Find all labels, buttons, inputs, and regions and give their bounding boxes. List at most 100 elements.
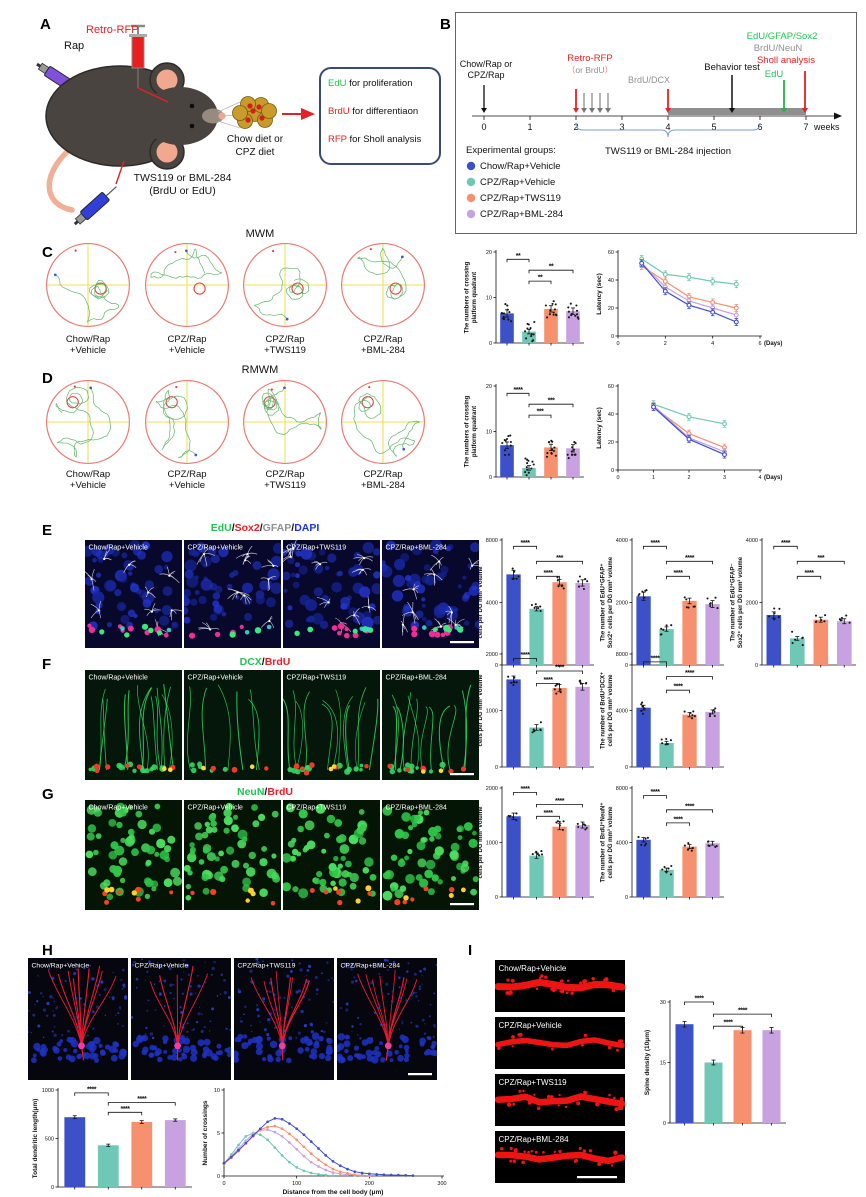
micro-image-trace-3: CPZ/Rap+BML-284 [337,958,437,1080]
svg-text:CPZ/Rap+BML-284: CPZ/Rap+BML-284 [386,805,447,812]
syringe-retro-rfp-icon [131,35,145,69]
svg-text:Chow/Rap+Vehicle: Chow/Rap+Vehicle [480,161,561,172]
panel-label-f: F [42,656,52,673]
panel-a-schematic: Rap Retro-RFP TWS119 or BML-284 (BrdU or… [20,14,445,239]
svg-text:8000: 8000 [616,652,628,658]
svg-text:Total dendritic length(μm): Total dendritic length(μm) [32,1099,39,1179]
micro-image-dcx-3: CPZ/Rap+BML-284 [382,670,479,780]
panel-label-h: H [42,942,53,959]
mouse-ear [156,69,178,91]
svg-text:20: 20 [608,440,614,446]
svg-text:30: 30 [660,1000,666,1006]
svg-text:**: ** [549,264,554,271]
svg-text:Behavior test: Behavior test [704,62,760,73]
micro-image-neun-0: Chow/Rap+Vehicle [85,800,182,910]
svg-text:CPZ/Rap+Vehicle: CPZ/Rap+Vehicle [499,1021,563,1030]
svg-text:2000: 2000 [616,601,628,607]
svg-text:The number of EdU⁺GFAP⁻: The number of EdU⁺GFAP⁻ [730,563,737,641]
svg-text:platform quadrant: platform quadrant [472,272,478,323]
svg-text:Spine density (10μm): Spine density (10μm) [644,1030,651,1095]
svg-text:****: **** [738,1008,748,1015]
svg-text:Sholl analysis: Sholl analysis [757,55,815,66]
svg-text:EdU/GFAP/Sox2: EdU/GFAP/Sox2 [747,31,818,42]
mouse-tail [46,146,75,213]
svg-text:****: **** [674,816,684,823]
svg-text:0: 0 [495,663,498,669]
svg-text:200: 200 [365,1181,374,1187]
svg-text:Chow/Rap+Vehicle: Chow/Rap+Vehicle [89,545,148,552]
svg-text:****: **** [685,670,695,677]
svg-text:EdU: EdU [765,69,784,80]
svg-text:4000: 4000 [616,841,628,847]
micro-image-edu-0: Chow/Rap+Vehicle [85,540,182,648]
svg-text:0: 0 [625,895,628,901]
spine-density-chart: 0 15 30 Spine density (10μm) **** **** **** [640,992,790,1132]
maze-d-track-0 [43,377,133,467]
micro-image-trace-1: CPZ/Rap+Vehicle [131,958,231,1080]
svg-text:60: 60 [608,384,614,390]
svg-text:4: 4 [758,475,761,481]
svg-text:The number of EdU⁺GFAP⁺: The number of EdU⁺GFAP⁺ [600,563,607,641]
svg-text:****: **** [87,1086,97,1093]
svg-text:4000: 4000 [616,538,628,544]
micro-image-edu-3: CPZ/Rap+BML-284 [382,540,479,648]
svg-text:（or BrdU）: （or BrdU） [567,65,613,75]
svg-text:60: 60 [608,250,614,256]
diet-label-2: CPZ diet [235,147,275,158]
svg-text:****: **** [651,789,661,796]
maze-d-track-2 [240,377,330,467]
micro-image-edu-2: CPZ/Rap+TWS119 [283,540,380,648]
brdu-dcx-chart: 0 4000 8000 The number of BrdU⁺DCX⁺ cells pe… [598,648,728,776]
panel-label-e: E [42,522,53,539]
svg-text:Chow/Rap+Vehicle: Chow/Rap+Vehicle [89,675,148,682]
micro-image-dcx-0: Chow/Rap+Vehicle [85,670,182,780]
svg-text:2000: 2000 [746,601,758,607]
svg-text:The number of BrdU⁺NeuN⁺: The number of BrdU⁺NeuN⁺ [600,802,607,882]
svg-text:7: 7 [803,122,808,132]
svg-text:1000: 1000 [486,841,498,847]
svg-text:4: 4 [665,122,670,132]
svg-text:Chow/Rap+Vehicle: Chow/Rap+Vehicle [89,805,148,812]
svg-text:40: 40 [608,412,614,418]
svg-text:CPZ/Rap+BML-284: CPZ/Rap+BML-284 [480,209,563,220]
micro-image-dcx-2: CPZ/Rap+TWS119 [283,670,380,780]
svg-text:cells per DG mm³ volume: cells per DG mm³ volume [477,674,484,747]
svg-text:cells per DG mm³ volume: cells per DG mm³ volume [607,806,614,879]
svg-text:CPZ/Rap+Vehicle: CPZ/Rap+Vehicle [188,675,244,682]
svg-text:0: 0 [611,334,614,340]
panel-b-timeline: 0 1 2 3 4 5 6 7 weeks Chow/Rap or CPZ/Rap Retro-RFP… [455,12,857,234]
svg-text:The numbers of crossing: The numbers of crossing [465,395,471,467]
svg-text:0: 0 [217,1174,220,1180]
svg-text:CPZ/Rap+Vehicle: CPZ/Rap+Vehicle [188,805,244,812]
svg-text:BrdU/DCX: BrdU/DCX [628,75,670,85]
panel-label-b: B [440,16,451,33]
svg-text:0: 0 [611,468,614,474]
edu-nogfap-sox2-chart: 0 2000 4000 The number of EdU⁺GFAP⁻ Sox2⁺ ce… [728,534,860,674]
svg-text:****: **** [544,570,554,577]
svg-text:cells per DG mm³ volume: cells per DG mm³ volume [477,806,484,879]
svg-text:****: **** [651,540,661,547]
maze-c-group-label-3: CPZ/Rap +BML-284 [360,334,406,356]
svg-text:10: 10 [486,296,492,302]
svg-text:***: *** [537,409,544,416]
svg-text:300: 300 [437,1181,446,1187]
svg-text:Chow/Rap+Vehicle: Chow/Rap+Vehicle [32,963,90,970]
box-line-rfp: RFP for Sholl analysis [328,134,422,145]
svg-text:4000: 4000 [616,709,628,715]
svg-text:CPZ/Rap+TWS119: CPZ/Rap+TWS119 [287,805,347,812]
svg-text:CPZ/Rap+TWS119: CPZ/Rap+TWS119 [499,1078,568,1087]
svg-text:20: 20 [486,250,492,256]
panel-label-g: G [42,786,54,803]
svg-text:CPZ/Rap+TWS119: CPZ/Rap+TWS119 [238,963,296,970]
svg-text:****: **** [521,652,531,659]
svg-text:The numbers of crossing: The numbers of crossing [465,261,471,333]
svg-text:0: 0 [616,475,619,481]
mwm-crossings-chart: 0 10 20 The numbers of crossing platform qua… [462,246,588,352]
svg-text:2: 2 [664,341,667,347]
svg-text:****: **** [674,684,684,691]
micro-image-neun-2: CPZ/Rap+TWS119 [283,800,380,910]
svg-text:CPZ/Rap+TWS119: CPZ/Rap+TWS119 [287,675,347,682]
svg-text:Latency (sec): Latency (sec) [596,273,603,315]
